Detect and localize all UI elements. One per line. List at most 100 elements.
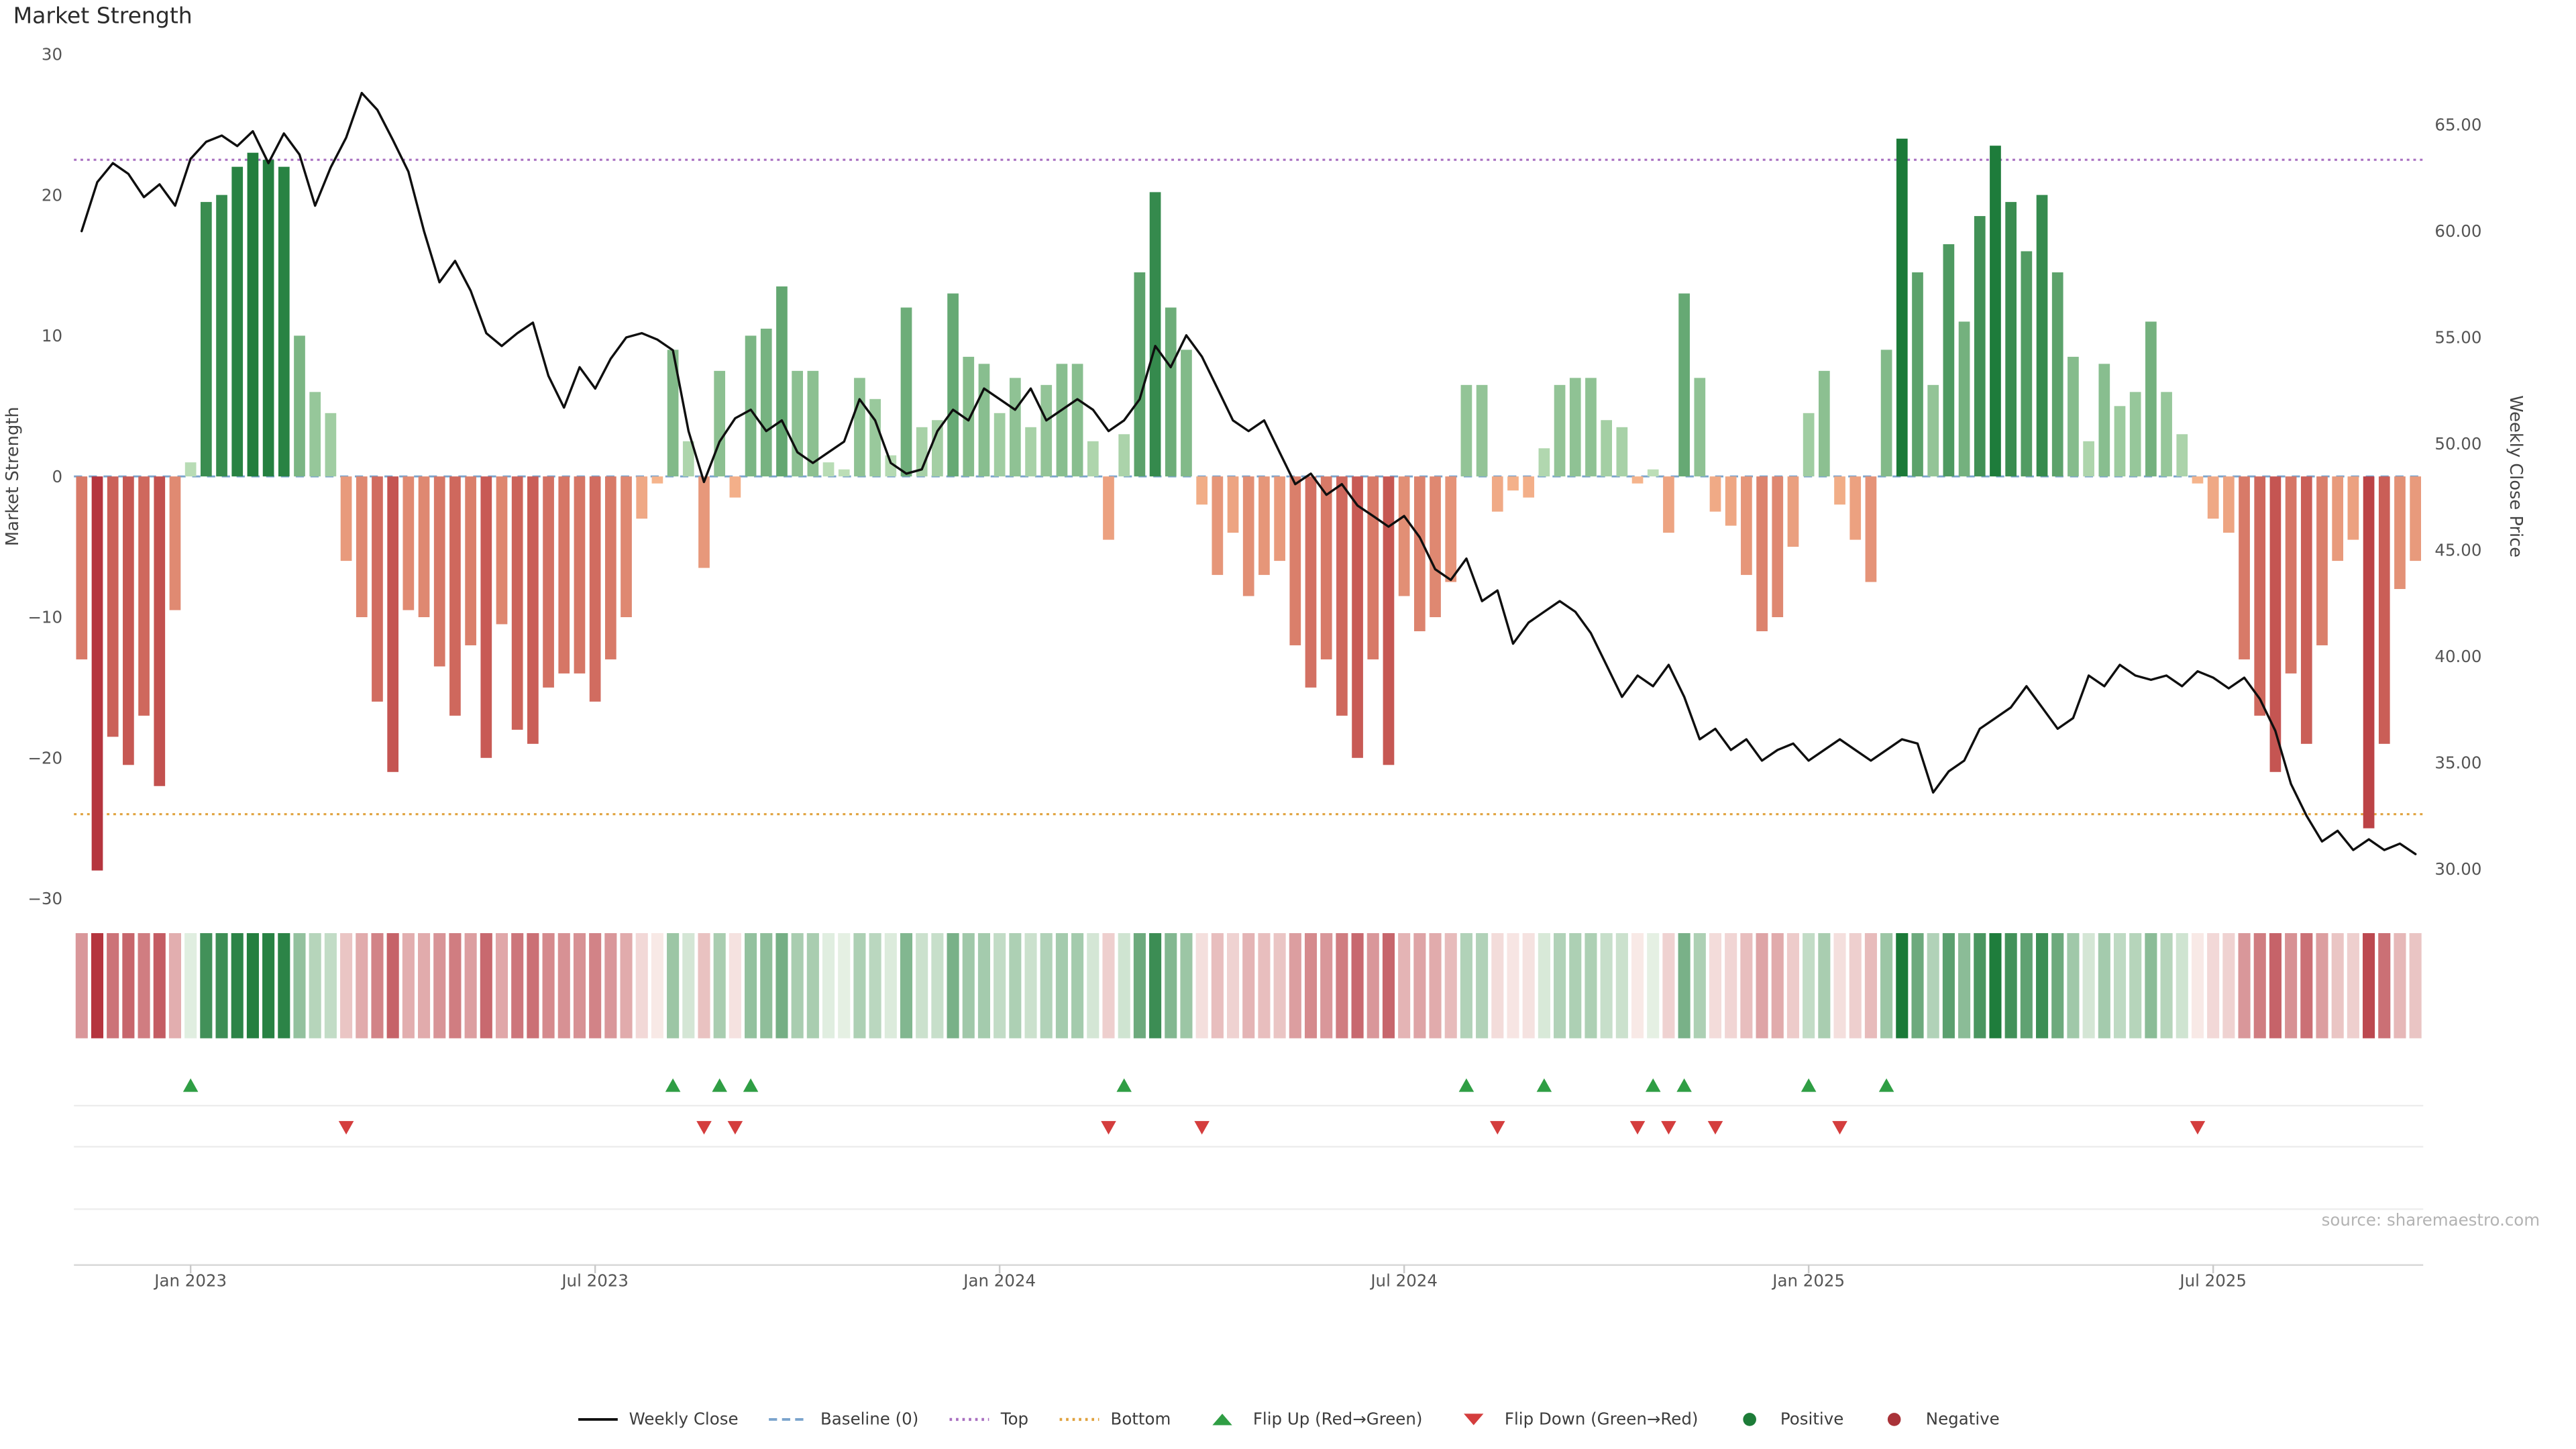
heatmap-cell <box>2176 933 2188 1038</box>
strength-bar <box>1787 476 1799 547</box>
heatmap-cell <box>682 933 695 1038</box>
heatmap-cell <box>449 933 462 1038</box>
strength-bar <box>729 476 741 498</box>
strength-bar <box>1880 350 1892 477</box>
strength-bar <box>2394 476 2406 590</box>
strength-bar <box>1725 476 1737 526</box>
heatmap-cell <box>1725 933 1737 1038</box>
heatmap-cell <box>791 933 804 1038</box>
strength-bar <box>2285 476 2297 674</box>
strength-bar <box>1678 293 1690 477</box>
left-axis-tick-label: 10 <box>42 326 62 345</box>
strength-bar <box>1631 476 1644 484</box>
strength-bar <box>216 195 227 477</box>
heatmap-cell <box>2253 933 2266 1038</box>
strength-bar <box>231 166 244 477</box>
strength-bar <box>1958 321 1970 477</box>
strength-bar <box>1430 476 1441 618</box>
strength-bar <box>1834 476 1845 505</box>
legend-label: Negative <box>1925 1410 2000 1429</box>
strength-bar <box>1523 476 1535 498</box>
strength-bar <box>760 328 772 477</box>
left-axis-tick-label: 30 <box>42 44 62 64</box>
strength-bar <box>1336 476 1348 716</box>
heatmap-cell <box>838 933 851 1038</box>
strength-bar <box>309 392 321 477</box>
right-axis-tick-label: 35.00 <box>2434 753 2481 773</box>
heatmap-cell <box>2394 933 2406 1038</box>
heatmap-cell <box>2363 933 2375 1038</box>
strength-bar <box>932 420 943 477</box>
heatmap-cell <box>1709 933 1722 1038</box>
strength-bar <box>169 476 181 610</box>
strength-bar <box>1352 476 1363 758</box>
right-axis-tick-label: 60.00 <box>2434 221 2481 241</box>
heatmap-cell <box>542 933 555 1038</box>
heatmap-cell <box>527 933 539 1038</box>
heatmap-cell <box>1756 933 1768 1038</box>
strength-bar <box>1849 476 1862 540</box>
strength-bar <box>947 293 959 477</box>
flip-down-marker-icon <box>696 1121 712 1135</box>
strength-bar <box>449 476 461 716</box>
heatmap-cell <box>667 933 680 1038</box>
strength-bar <box>1491 476 1503 512</box>
strength-bar <box>340 476 352 561</box>
heatmap-cell <box>1522 933 1535 1038</box>
flip-up-marker-icon <box>1458 1078 1474 1092</box>
heatmap-cell <box>573 933 586 1038</box>
strength-bar <box>869 398 881 477</box>
strength-bar <box>1865 476 1877 582</box>
strength-bar <box>1803 413 1815 477</box>
heatmap-cell <box>1818 933 1831 1038</box>
strength-bar <box>325 413 337 477</box>
strength-bar <box>994 413 1006 477</box>
strength-bar <box>1772 476 1784 618</box>
heatmap-cell <box>1647 933 1660 1038</box>
heatmap-cell <box>1149 933 1162 1038</box>
strength-bar <box>2083 441 2094 477</box>
heatmap-cell <box>340 933 353 1038</box>
strength-bar <box>558 476 570 674</box>
legend-item-flip-down: Flip Down (Green→Red) <box>1452 1409 1698 1429</box>
strength-bar <box>543 476 554 688</box>
strength-bar <box>433 476 445 667</box>
heatmap-cell <box>2113 933 2127 1038</box>
heatmap-cell <box>168 933 182 1038</box>
x-axis-tick-label: Jan 2025 <box>1771 1271 1845 1291</box>
left-axis-tick-label: 20 <box>42 185 62 205</box>
strength-bar <box>76 476 88 659</box>
heatmap-cell <box>1024 933 1037 1038</box>
legend-label: Bottom <box>1110 1410 1171 1429</box>
right-axis-tick-label: 40.00 <box>2434 647 2481 666</box>
legend-item-top: Top <box>948 1409 1028 1429</box>
legend-item-negative: Negative <box>1873 1409 2000 1429</box>
heatmap-cell <box>1382 933 1395 1038</box>
heatmap-cell <box>745 933 757 1038</box>
heatmap-cell <box>1974 933 1986 1038</box>
heatmap-cell <box>1989 933 2002 1038</box>
baseline-icon <box>769 1417 809 1421</box>
heatmap-cell <box>480 933 492 1038</box>
heatmap-cell <box>1569 933 1582 1038</box>
strength-bar <box>1709 476 1721 512</box>
heatmap-cell <box>91 933 104 1038</box>
heatmap-cell <box>1102 933 1115 1038</box>
strength-bar <box>1087 441 1099 477</box>
strength-bar <box>262 160 274 477</box>
heatmap-cell <box>1398 933 1411 1038</box>
heatmap-cell <box>464 933 477 1038</box>
flip-down-marker-icon <box>1832 1121 1847 1135</box>
heatmap-cell <box>962 933 975 1038</box>
strength-bar <box>1476 384 1488 477</box>
strength-bar <box>1242 476 1254 596</box>
heatmap-cell <box>2331 933 2344 1038</box>
heatmap-cell <box>1849 933 1862 1038</box>
strength-bar <box>2129 392 2141 477</box>
heatmap-cell <box>869 933 881 1038</box>
heatmap-cell <box>417 933 431 1038</box>
strength-bar <box>1554 384 1566 477</box>
flip-up-marker-icon <box>1801 1078 1817 1092</box>
heatmap-cell <box>2051 933 2064 1038</box>
